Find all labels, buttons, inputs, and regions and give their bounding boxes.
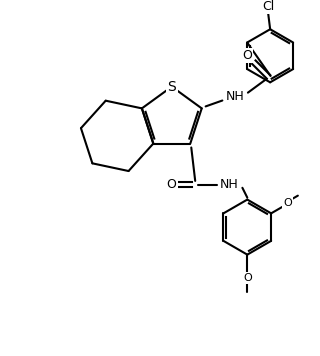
Text: NH: NH <box>220 178 239 191</box>
Text: O: O <box>243 273 252 283</box>
Text: O: O <box>284 198 292 208</box>
Text: S: S <box>167 80 176 94</box>
Text: O: O <box>242 49 252 62</box>
Text: O: O <box>167 178 177 191</box>
Text: Cl: Cl <box>262 0 274 13</box>
Text: NH: NH <box>226 90 244 103</box>
